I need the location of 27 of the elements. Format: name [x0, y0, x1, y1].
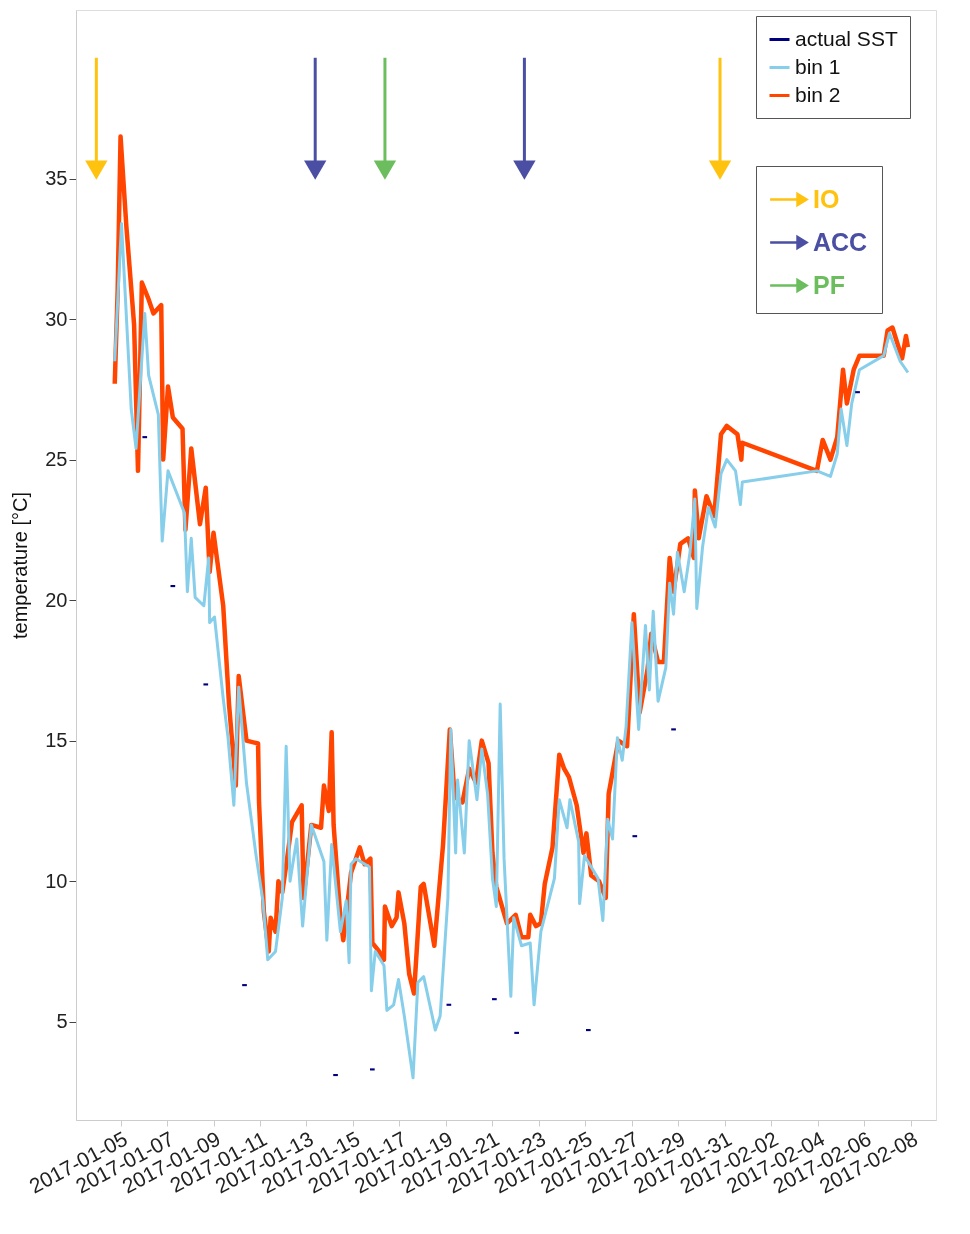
point	[671, 728, 676, 731]
point	[855, 391, 860, 394]
y-tick-label: 10	[45, 869, 68, 892]
point	[514, 1031, 519, 1034]
line-series	[113, 222, 910, 1080]
point	[85, 160, 108, 180]
legend-label: PF	[813, 270, 845, 299]
point	[492, 998, 497, 1001]
point	[513, 160, 536, 180]
point	[373, 160, 397, 180]
y-axis-title: temperature [°C]	[9, 492, 32, 639]
y-tick-label: 20	[45, 588, 68, 611]
y-tick-label: 30	[45, 307, 68, 330]
point	[242, 984, 247, 987]
point	[708, 160, 732, 180]
point	[333, 1073, 338, 1077]
y-tick-label: 5	[56, 1010, 68, 1033]
legend-label: IO	[813, 184, 840, 213]
y-tick-label: 35	[45, 167, 68, 190]
y-tick-label: 15	[45, 729, 68, 752]
legend-label: actual SST	[795, 26, 898, 50]
y-tick-label: 25	[45, 448, 68, 471]
legend-label: ACC	[813, 227, 868, 256]
point	[304, 160, 327, 180]
point	[370, 1068, 375, 1071]
legend-label: bin 2	[795, 82, 841, 106]
legend-label: bin 1	[795, 54, 841, 78]
